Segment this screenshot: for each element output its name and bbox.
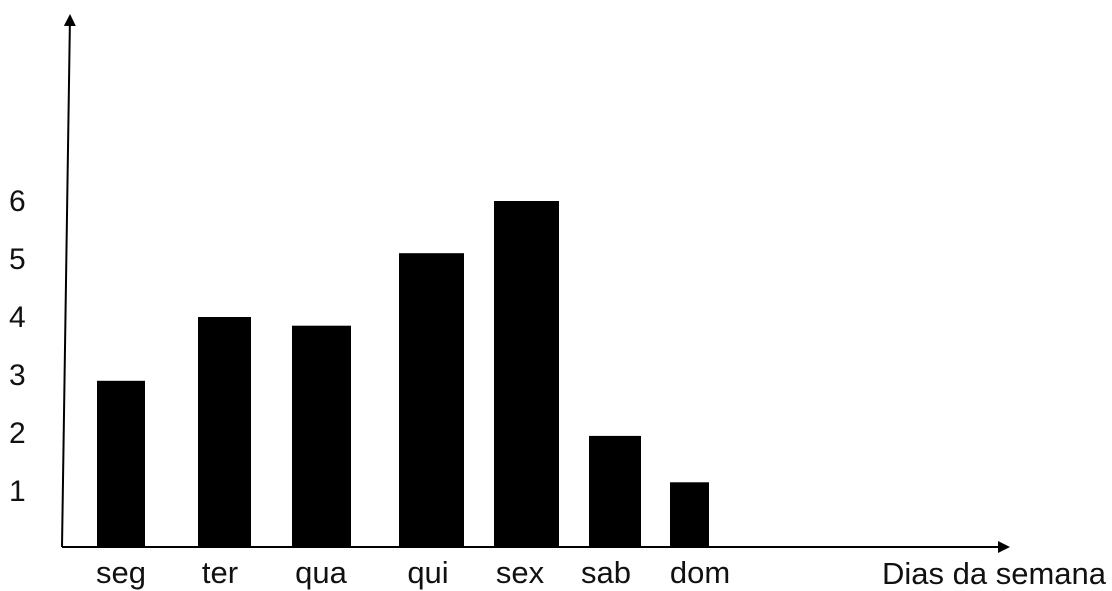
y-tick-label: 2 bbox=[9, 417, 26, 450]
y-tick-label: 4 bbox=[9, 301, 26, 334]
x-category-label: ter bbox=[202, 555, 238, 590]
x-category-labels: seg ter qua qui sex sab dom bbox=[96, 555, 730, 590]
x-category-label: sab bbox=[581, 555, 631, 590]
y-tick-label: 5 bbox=[9, 243, 26, 276]
y-tick-labels: 1 2 3 4 5 6 bbox=[9, 185, 26, 508]
bar-dom bbox=[670, 482, 709, 547]
bar-ter bbox=[198, 317, 251, 547]
y-tick-label: 1 bbox=[9, 475, 26, 508]
x-category-label: sex bbox=[496, 555, 545, 590]
bar-seg bbox=[97, 380, 145, 547]
y-axis bbox=[61, 14, 76, 548]
bar-sex bbox=[494, 201, 559, 547]
x-category-label: qua bbox=[295, 555, 347, 590]
x-category-label: qui bbox=[407, 555, 448, 590]
y-tick-label: 6 bbox=[9, 185, 26, 218]
x-category-label: dom bbox=[670, 555, 730, 590]
x-category-label: seg bbox=[96, 555, 146, 590]
x-axis-label: Dias da semana bbox=[882, 556, 1107, 591]
bar-qui bbox=[399, 253, 464, 547]
y-tick-label: 3 bbox=[9, 359, 26, 392]
bar-sab bbox=[589, 435, 641, 547]
bars-group bbox=[97, 201, 709, 547]
bar-qua bbox=[292, 325, 351, 547]
